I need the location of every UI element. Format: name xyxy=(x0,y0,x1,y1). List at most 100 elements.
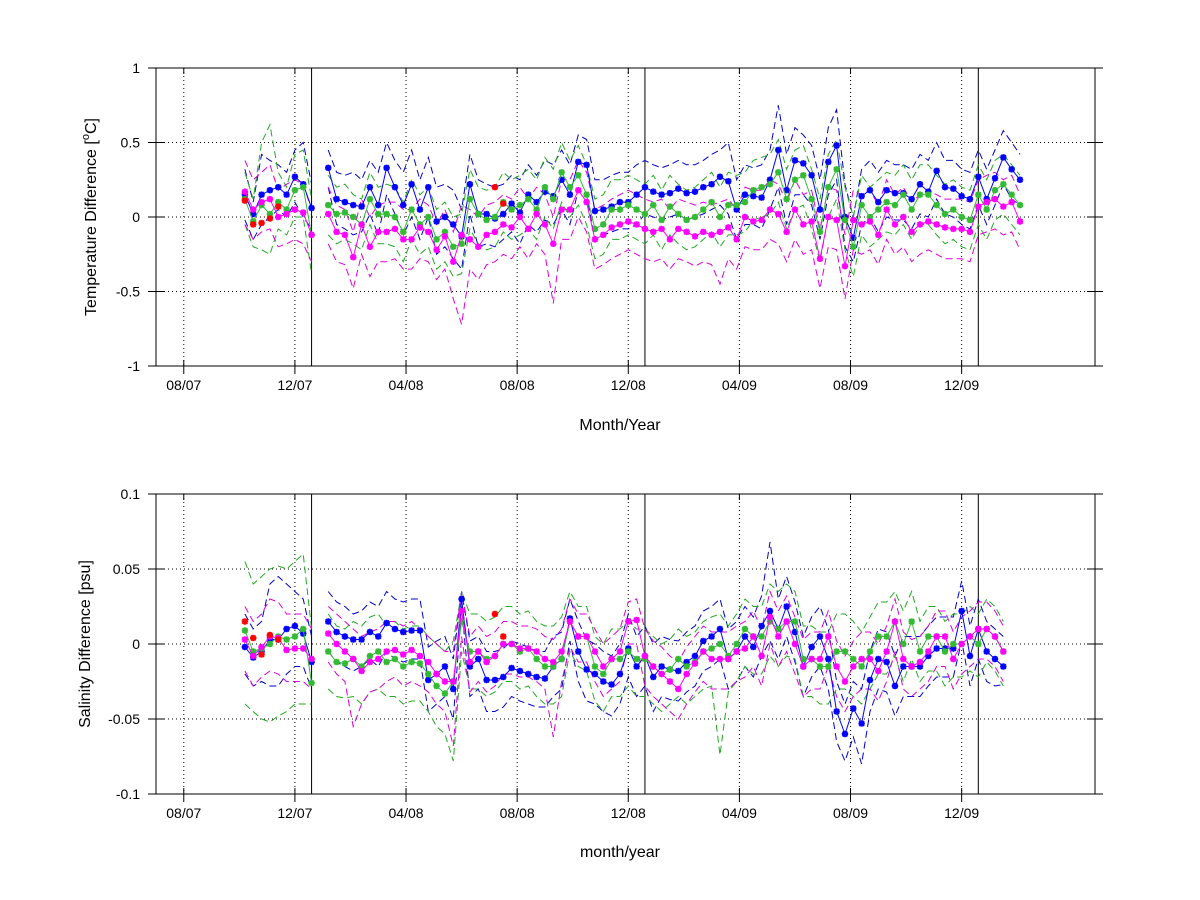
marker-core xyxy=(876,669,881,673)
series-point xyxy=(325,648,332,655)
series-point xyxy=(875,655,882,663)
marker-core xyxy=(609,207,614,212)
marker-core xyxy=(459,232,464,237)
marker-core xyxy=(459,597,464,601)
marker-core xyxy=(384,649,389,654)
marker-core xyxy=(792,630,797,634)
marker-core xyxy=(867,219,872,224)
series-point xyxy=(433,218,440,225)
series-point xyxy=(425,184,432,191)
series-point xyxy=(875,667,882,675)
marker-core xyxy=(976,642,981,646)
marker-core xyxy=(759,217,764,222)
series-point xyxy=(666,666,674,673)
marker-core xyxy=(601,222,606,227)
marker-core xyxy=(817,657,822,661)
series-point xyxy=(733,236,740,243)
series-point xyxy=(541,221,549,228)
series-point xyxy=(791,640,799,648)
marker-core xyxy=(826,634,831,639)
series-point xyxy=(800,655,807,663)
series-point xyxy=(525,225,532,233)
marker-core xyxy=(826,185,831,190)
series-point xyxy=(816,655,824,663)
marker-core xyxy=(326,212,331,217)
marker-core xyxy=(442,664,447,669)
series-point xyxy=(983,625,990,633)
series-point xyxy=(691,233,699,240)
marker-core xyxy=(942,225,947,230)
series-point xyxy=(450,258,457,265)
series-point xyxy=(291,645,299,652)
marker-core xyxy=(634,222,639,227)
red-point xyxy=(500,633,507,640)
marker-core xyxy=(734,649,739,654)
marker-core xyxy=(942,649,947,654)
marker-core xyxy=(492,215,497,219)
series-point xyxy=(675,225,682,233)
series-line xyxy=(327,598,1004,736)
marker-core xyxy=(459,609,464,613)
series-point xyxy=(258,643,265,651)
marker-core xyxy=(642,226,647,231)
marker-core xyxy=(751,194,756,199)
marker-core xyxy=(834,709,839,714)
marker-core xyxy=(934,634,939,639)
series-point xyxy=(308,231,315,239)
series-point xyxy=(825,213,832,221)
series-point xyxy=(708,645,715,652)
series-point xyxy=(491,676,499,684)
series-point xyxy=(816,228,824,236)
series-point xyxy=(650,201,657,209)
series-point xyxy=(991,655,999,663)
marker-core xyxy=(917,192,922,197)
marker-core xyxy=(984,627,989,631)
marker-core xyxy=(542,222,547,227)
marker-core xyxy=(534,675,539,679)
series-point xyxy=(708,655,715,663)
marker-core xyxy=(701,639,706,643)
red-point xyxy=(266,631,274,639)
marker-core xyxy=(692,234,697,239)
marker-core xyxy=(742,646,747,651)
marker-core xyxy=(467,660,472,664)
marker-core xyxy=(792,158,797,163)
marker-core xyxy=(667,237,672,242)
marker-core xyxy=(551,197,556,202)
marker-core xyxy=(926,634,931,639)
series-point xyxy=(675,685,682,693)
marker-core xyxy=(734,207,739,212)
series-point xyxy=(500,673,507,681)
series-point xyxy=(633,191,640,198)
marker-core xyxy=(284,212,289,217)
marker-core xyxy=(501,634,506,639)
marker-core xyxy=(951,186,956,191)
marker-core xyxy=(251,636,256,640)
marker-core xyxy=(576,159,581,164)
series-point xyxy=(383,619,390,627)
marker-core xyxy=(251,207,256,212)
marker-core xyxy=(334,212,339,217)
red-point xyxy=(250,634,257,642)
series-point xyxy=(875,198,882,206)
series-point xyxy=(866,648,874,655)
marker-core xyxy=(642,212,647,217)
series-point xyxy=(625,201,632,209)
marker-core xyxy=(976,174,981,179)
series-point xyxy=(600,678,607,685)
series-bound-line xyxy=(244,598,313,630)
marker-core xyxy=(817,229,822,234)
series-point xyxy=(741,198,749,206)
marker-core xyxy=(442,229,447,234)
y-tick-label: -0.1 xyxy=(116,786,140,802)
series-point xyxy=(508,200,515,207)
marker-core xyxy=(492,654,497,658)
series-point xyxy=(275,213,282,221)
marker-core xyxy=(634,664,639,669)
marker-core xyxy=(942,212,947,217)
red-point xyxy=(258,651,265,658)
marker-core xyxy=(442,691,447,696)
marker-core xyxy=(1001,155,1006,160)
series-point xyxy=(475,648,482,655)
